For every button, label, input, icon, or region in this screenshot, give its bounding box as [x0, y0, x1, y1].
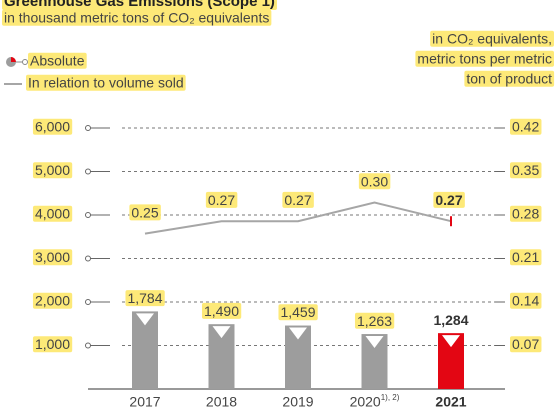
legend-icon: [22, 59, 28, 65]
highlight: [26, 74, 186, 91]
bar-value-label: 1,284: [433, 312, 468, 328]
tick-mark: [85, 299, 91, 305]
x-tick-label: 2021: [435, 394, 466, 410]
y2-axis-label: in CO₂ equivalents,: [432, 31, 552, 47]
bar-chevron: [212, 326, 231, 339]
y2-tick-label: 0.42: [512, 119, 539, 135]
x-tick-label: 2018: [206, 394, 237, 410]
bar-value-label: 1,490: [204, 303, 239, 319]
highlight: [2, 9, 272, 26]
y2-axis-label: ton of product: [466, 71, 552, 87]
highlight: [510, 162, 542, 179]
highlight: [354, 312, 395, 329]
highlight: [278, 304, 318, 321]
y2-axis-label: metric tons per metric: [417, 51, 552, 67]
chart-title: Greenhouse Gas Emissions (Scope 1): [4, 0, 275, 10]
x-tick-label: 20201), 2): [350, 393, 400, 410]
highlight: [32, 205, 73, 222]
highlight: [32, 336, 73, 353]
line-value-label: 0.27: [208, 192, 235, 208]
legend-label: Absolute: [30, 53, 85, 69]
line-value-label: 0.30: [361, 173, 388, 189]
tick-mark: [85, 168, 91, 175]
x-tick-label: 2019: [282, 394, 313, 410]
highlight: [510, 249, 542, 266]
tick-mark: [85, 255, 91, 262]
tick-mark: [85, 342, 91, 349]
highlight: [510, 292, 542, 309]
legend-label: In relation to volume sold: [28, 75, 184, 91]
highlight: [358, 173, 391, 190]
y-tick-label: 2,000: [35, 293, 70, 309]
tick-mark: [85, 125, 91, 131]
y2-tick-label: 0.21: [512, 249, 539, 265]
y2-tick-label: 0.14: [512, 293, 539, 309]
tick-mark: [85, 212, 91, 218]
highlight: [28, 52, 87, 69]
highlight: [32, 118, 73, 135]
highlight: [125, 290, 165, 307]
highlight: [415, 50, 554, 67]
bar-chevron: [442, 335, 460, 348]
highlight: [433, 191, 465, 208]
y2-tick-label: 0.07: [512, 336, 539, 352]
line-value-label: 0.25: [131, 204, 158, 220]
highlight: [510, 205, 542, 222]
bar-chevron: [136, 313, 154, 326]
y-tick-label: 5,000: [35, 162, 70, 178]
highlight: [510, 336, 542, 353]
highlight: [32, 292, 73, 309]
x-tick-label: 2017: [129, 394, 160, 410]
highlight: [510, 118, 542, 135]
highlight: [464, 70, 555, 87]
line-value-label: 0.27: [284, 192, 311, 208]
highlight: [2, 0, 277, 10]
footnote-mark: 1), 2): [381, 393, 400, 402]
highlight: [129, 204, 161, 221]
line-value-label: 0.27: [435, 192, 462, 208]
y-tick-label: 4,000: [35, 206, 70, 222]
y-tick-label: 1,000: [35, 336, 70, 352]
bar-value-label: 1,459: [280, 304, 315, 320]
y-tick-label: 3,000: [35, 249, 70, 265]
highlight: [430, 30, 554, 47]
bar-chevron: [365, 336, 384, 349]
bar-value-label: 1,263: [357, 313, 392, 329]
line: [144, 201, 452, 235]
highlight: [32, 249, 73, 266]
highlight: [32, 162, 73, 179]
bar-value-label: 1,784: [127, 290, 162, 306]
y2-tick-label: 0.35: [512, 162, 539, 178]
highlight: [205, 191, 238, 208]
chart-subtitle: in thousand metric tons of CO₂ equivalen…: [4, 10, 269, 26]
y2-tick-label: 0.28: [512, 206, 539, 222]
legend-icon: [11, 57, 16, 62]
bar-chevron: [289, 327, 307, 340]
highlight: [282, 191, 314, 208]
highlight: [201, 302, 242, 319]
y-tick-label: 6,000: [35, 119, 70, 135]
